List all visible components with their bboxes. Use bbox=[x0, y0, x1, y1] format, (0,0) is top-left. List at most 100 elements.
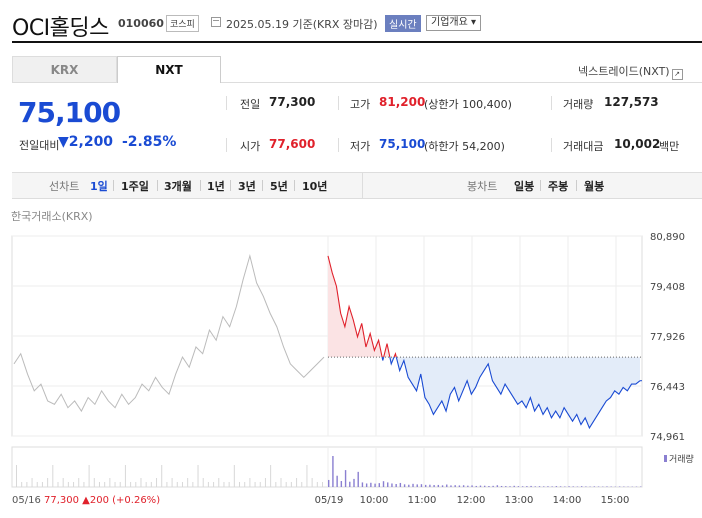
volume-bar bbox=[450, 485, 452, 487]
volume-bar bbox=[585, 486, 587, 487]
volume-bar bbox=[484, 485, 486, 487]
stat-divider bbox=[551, 138, 552, 152]
volume-bar-prev bbox=[26, 482, 28, 487]
volume-bar bbox=[332, 456, 334, 487]
realtime-badge[interactable]: 실시간 bbox=[385, 15, 421, 32]
lower-limit: (하한가 54,200) bbox=[424, 140, 505, 153]
volume-bar-prev bbox=[233, 465, 235, 487]
volume-bar-prev bbox=[41, 482, 43, 487]
volume-bar-prev bbox=[109, 478, 111, 487]
market-badge: 코스피 bbox=[166, 15, 199, 32]
amount-value: 10,002 bbox=[614, 137, 661, 151]
period-1d[interactable]: 1일 bbox=[90, 180, 108, 193]
volume-bar-prev bbox=[135, 482, 137, 487]
prev-day-text: 77,300 ▲200 (+0.26%) bbox=[44, 495, 161, 506]
volume-bar bbox=[370, 482, 372, 487]
change-value: ▼2,200 bbox=[58, 134, 114, 150]
low-value: 75,100 bbox=[379, 137, 426, 151]
chart-period-bar bbox=[12, 172, 702, 199]
volume-bar bbox=[572, 486, 574, 487]
volume-bar-prev bbox=[130, 482, 132, 487]
volume-bar-prev bbox=[47, 478, 49, 487]
volume-bar-prev bbox=[150, 482, 152, 487]
volume-bar bbox=[420, 484, 423, 487]
volume-bar bbox=[395, 484, 397, 487]
volume-bar bbox=[471, 485, 473, 487]
volume-bar bbox=[365, 483, 368, 487]
x-tick-label: 11:00 bbox=[408, 495, 437, 506]
volume-bar-prev bbox=[264, 478, 266, 487]
volume-bar bbox=[521, 486, 524, 487]
period-3m[interactable]: 3개월 bbox=[164, 180, 192, 193]
volume-bar bbox=[564, 486, 566, 487]
volume-bar-prev bbox=[249, 478, 251, 487]
candle-chart-label: 봉차트 bbox=[467, 180, 498, 193]
volume-bar-prev bbox=[119, 482, 121, 487]
candle-monthly[interactable]: 월봉 bbox=[584, 180, 605, 193]
period-separator bbox=[540, 180, 541, 191]
volume-bar bbox=[424, 484, 427, 487]
period-1w[interactable]: 1주일 bbox=[121, 180, 149, 193]
current-price: 75,100 bbox=[18, 96, 121, 129]
volume-bar bbox=[496, 485, 499, 487]
volume-bar bbox=[382, 481, 385, 487]
volume-bar bbox=[479, 485, 482, 487]
y-tick-label: 76,443 bbox=[650, 382, 685, 393]
volume-bar-prev bbox=[161, 465, 163, 487]
down-area-fill bbox=[328, 357, 640, 428]
high-value: 81,200 bbox=[379, 95, 426, 109]
volume-bar-prev bbox=[171, 478, 173, 487]
high-label: 고가 bbox=[350, 98, 371, 111]
period-separator bbox=[576, 180, 577, 191]
stock-name: OCI홀딩스 bbox=[12, 16, 109, 41]
volume-bar bbox=[513, 485, 515, 487]
volume-bar-prev bbox=[290, 482, 292, 487]
x-tick-label: 10:00 bbox=[360, 495, 389, 506]
volume-bar bbox=[441, 485, 444, 487]
volume-bar-prev bbox=[228, 482, 230, 487]
volume-frame bbox=[11, 446, 643, 488]
volume-bar bbox=[462, 485, 465, 487]
volume-bar bbox=[606, 486, 608, 487]
period-bar-divider bbox=[362, 172, 363, 199]
volume-bar bbox=[555, 486, 558, 487]
volume-bar-prev bbox=[259, 482, 261, 487]
volume-bar bbox=[374, 483, 376, 487]
period-separator bbox=[230, 180, 231, 191]
volume-bar-prev bbox=[301, 482, 303, 487]
calendar-icon bbox=[211, 17, 221, 27]
volume-bar bbox=[429, 484, 431, 487]
period-5y[interactable]: 5년 bbox=[270, 180, 288, 193]
volume-bar bbox=[467, 485, 469, 487]
series-prev-day bbox=[13, 253, 325, 413]
y-tick-label: 79,408 bbox=[650, 282, 685, 293]
period-10y[interactable]: 10년 bbox=[302, 180, 328, 193]
period-1y[interactable]: 1년 bbox=[207, 180, 225, 193]
volume-bar-prev bbox=[73, 482, 75, 487]
candle-weekly[interactable]: 주봉 bbox=[548, 180, 569, 193]
volume-bar-prev bbox=[145, 482, 147, 487]
tab-krx[interactable]: KRX bbox=[12, 56, 117, 83]
volume-bar-prev bbox=[207, 482, 209, 487]
volume-bar-prev bbox=[306, 465, 308, 487]
volume-bar bbox=[353, 478, 355, 487]
nextrade-link-label: 넥스트레이드(NXT) bbox=[578, 65, 670, 78]
volume-bar bbox=[559, 486, 562, 487]
volume-bar bbox=[488, 486, 490, 487]
period-separator bbox=[262, 180, 263, 191]
company-overview-button[interactable]: 기업개요 ▾ bbox=[426, 15, 481, 31]
open-label: 시가 bbox=[240, 140, 261, 153]
volume-bar-prev bbox=[78, 478, 80, 487]
period-3y[interactable]: 3년 bbox=[238, 180, 256, 193]
candle-daily[interactable]: 일봉 bbox=[514, 180, 535, 193]
tab-divider bbox=[221, 82, 702, 83]
tab-nxt[interactable]: NXT bbox=[117, 56, 221, 83]
nextrade-link[interactable]: 넥스트레이드(NXT) ↗ bbox=[578, 63, 683, 80]
volume-bar-prev bbox=[270, 465, 272, 487]
volume-bar-prev bbox=[202, 478, 204, 487]
volume-bar-prev bbox=[311, 478, 313, 487]
exchange-label: 한국거래소(KRX) bbox=[11, 210, 93, 223]
volume-bar bbox=[416, 484, 418, 487]
x-tick-label: 13:00 bbox=[505, 495, 534, 506]
